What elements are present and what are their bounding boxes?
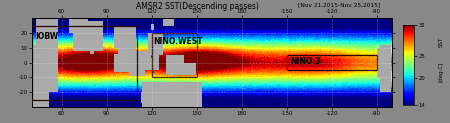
Text: [deg.C]: [deg.C] xyxy=(439,62,444,82)
Text: NINO.3: NINO.3 xyxy=(290,57,320,66)
Text: SST: SST xyxy=(439,37,444,47)
Text: IOBW: IOBW xyxy=(36,32,59,41)
Bar xyxy=(32,26,136,100)
Bar xyxy=(287,55,377,70)
Text: [Nov 21,2015-Nov 25,2015]: [Nov 21,2015-Nov 25,2015] xyxy=(298,2,381,7)
Text: NINO.WEST: NINO.WEST xyxy=(153,37,203,46)
Bar xyxy=(152,33,197,77)
Text: AMSR2 SST(Descending passes): AMSR2 SST(Descending passes) xyxy=(135,2,259,11)
